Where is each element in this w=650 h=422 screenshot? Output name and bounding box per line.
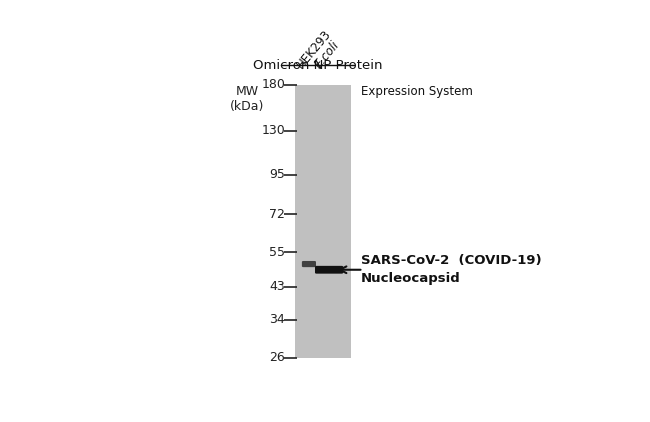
- Text: E.coli: E.coli: [311, 39, 342, 71]
- Text: Nucleocapsid: Nucleocapsid: [361, 272, 461, 285]
- Text: Expression System: Expression System: [361, 85, 473, 98]
- Text: HEK293: HEK293: [294, 27, 334, 71]
- Text: 180: 180: [261, 78, 285, 91]
- Text: 55: 55: [269, 246, 285, 259]
- Text: 26: 26: [270, 351, 285, 364]
- Text: 95: 95: [269, 168, 285, 181]
- FancyBboxPatch shape: [302, 261, 316, 267]
- Text: 43: 43: [270, 280, 285, 293]
- Text: MW
(kDa): MW (kDa): [230, 85, 265, 113]
- Text: 130: 130: [261, 124, 285, 137]
- FancyBboxPatch shape: [315, 266, 343, 273]
- Bar: [295, 85, 351, 358]
- Text: Omicron NP Protein: Omicron NP Protein: [254, 59, 383, 72]
- Text: 34: 34: [270, 314, 285, 326]
- Text: 72: 72: [269, 208, 285, 221]
- Text: SARS-CoV-2  (COVID-19): SARS-CoV-2 (COVID-19): [361, 254, 541, 267]
